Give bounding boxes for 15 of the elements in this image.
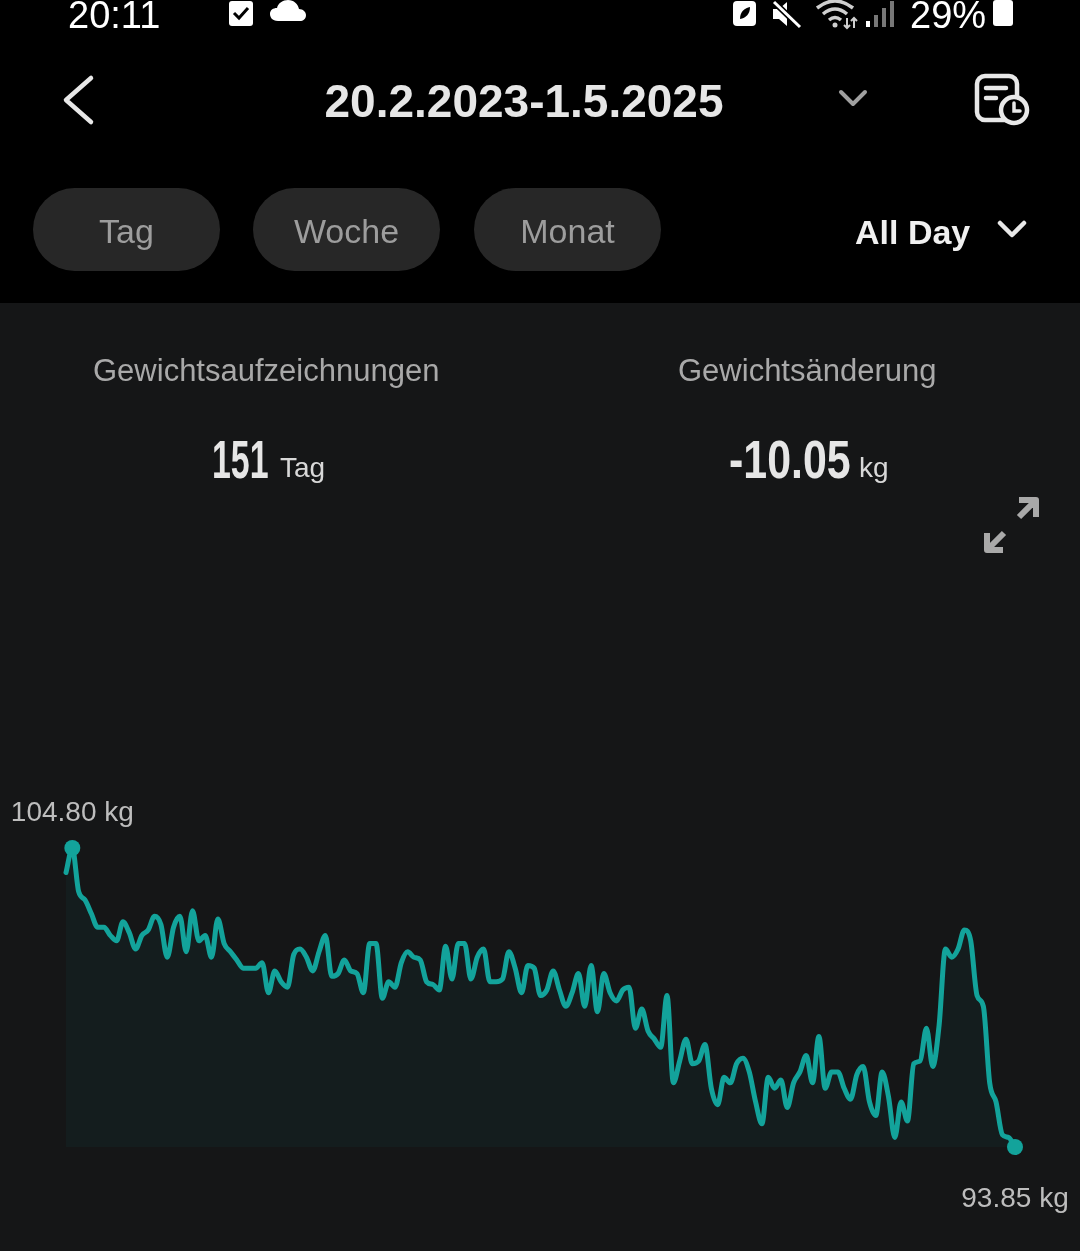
- text: 20:11: [68, 0, 161, 36]
- text: Gewichtsaufzeichnungen: [93, 353, 440, 388]
- text: All Day: [855, 213, 971, 251]
- text: Gewichtsänderung: [678, 353, 937, 388]
- text: Monat: [519, 212, 616, 250]
- text: 151: [212, 430, 269, 489]
- chart-title: 20.2.2023-1.5.2025: [324, 75, 724, 127]
- text: 29%: [910, 0, 987, 36]
- text: -10.05: [729, 430, 851, 489]
- data-label: 104.80 kg: [10, 796, 134, 827]
- text: Woche: [292, 212, 401, 250]
- text: Tag: [280, 452, 326, 483]
- text: kg: [859, 452, 889, 483]
- text: Tag: [98, 212, 155, 250]
- data-label: 93.85 kg: [961, 1182, 1069, 1213]
